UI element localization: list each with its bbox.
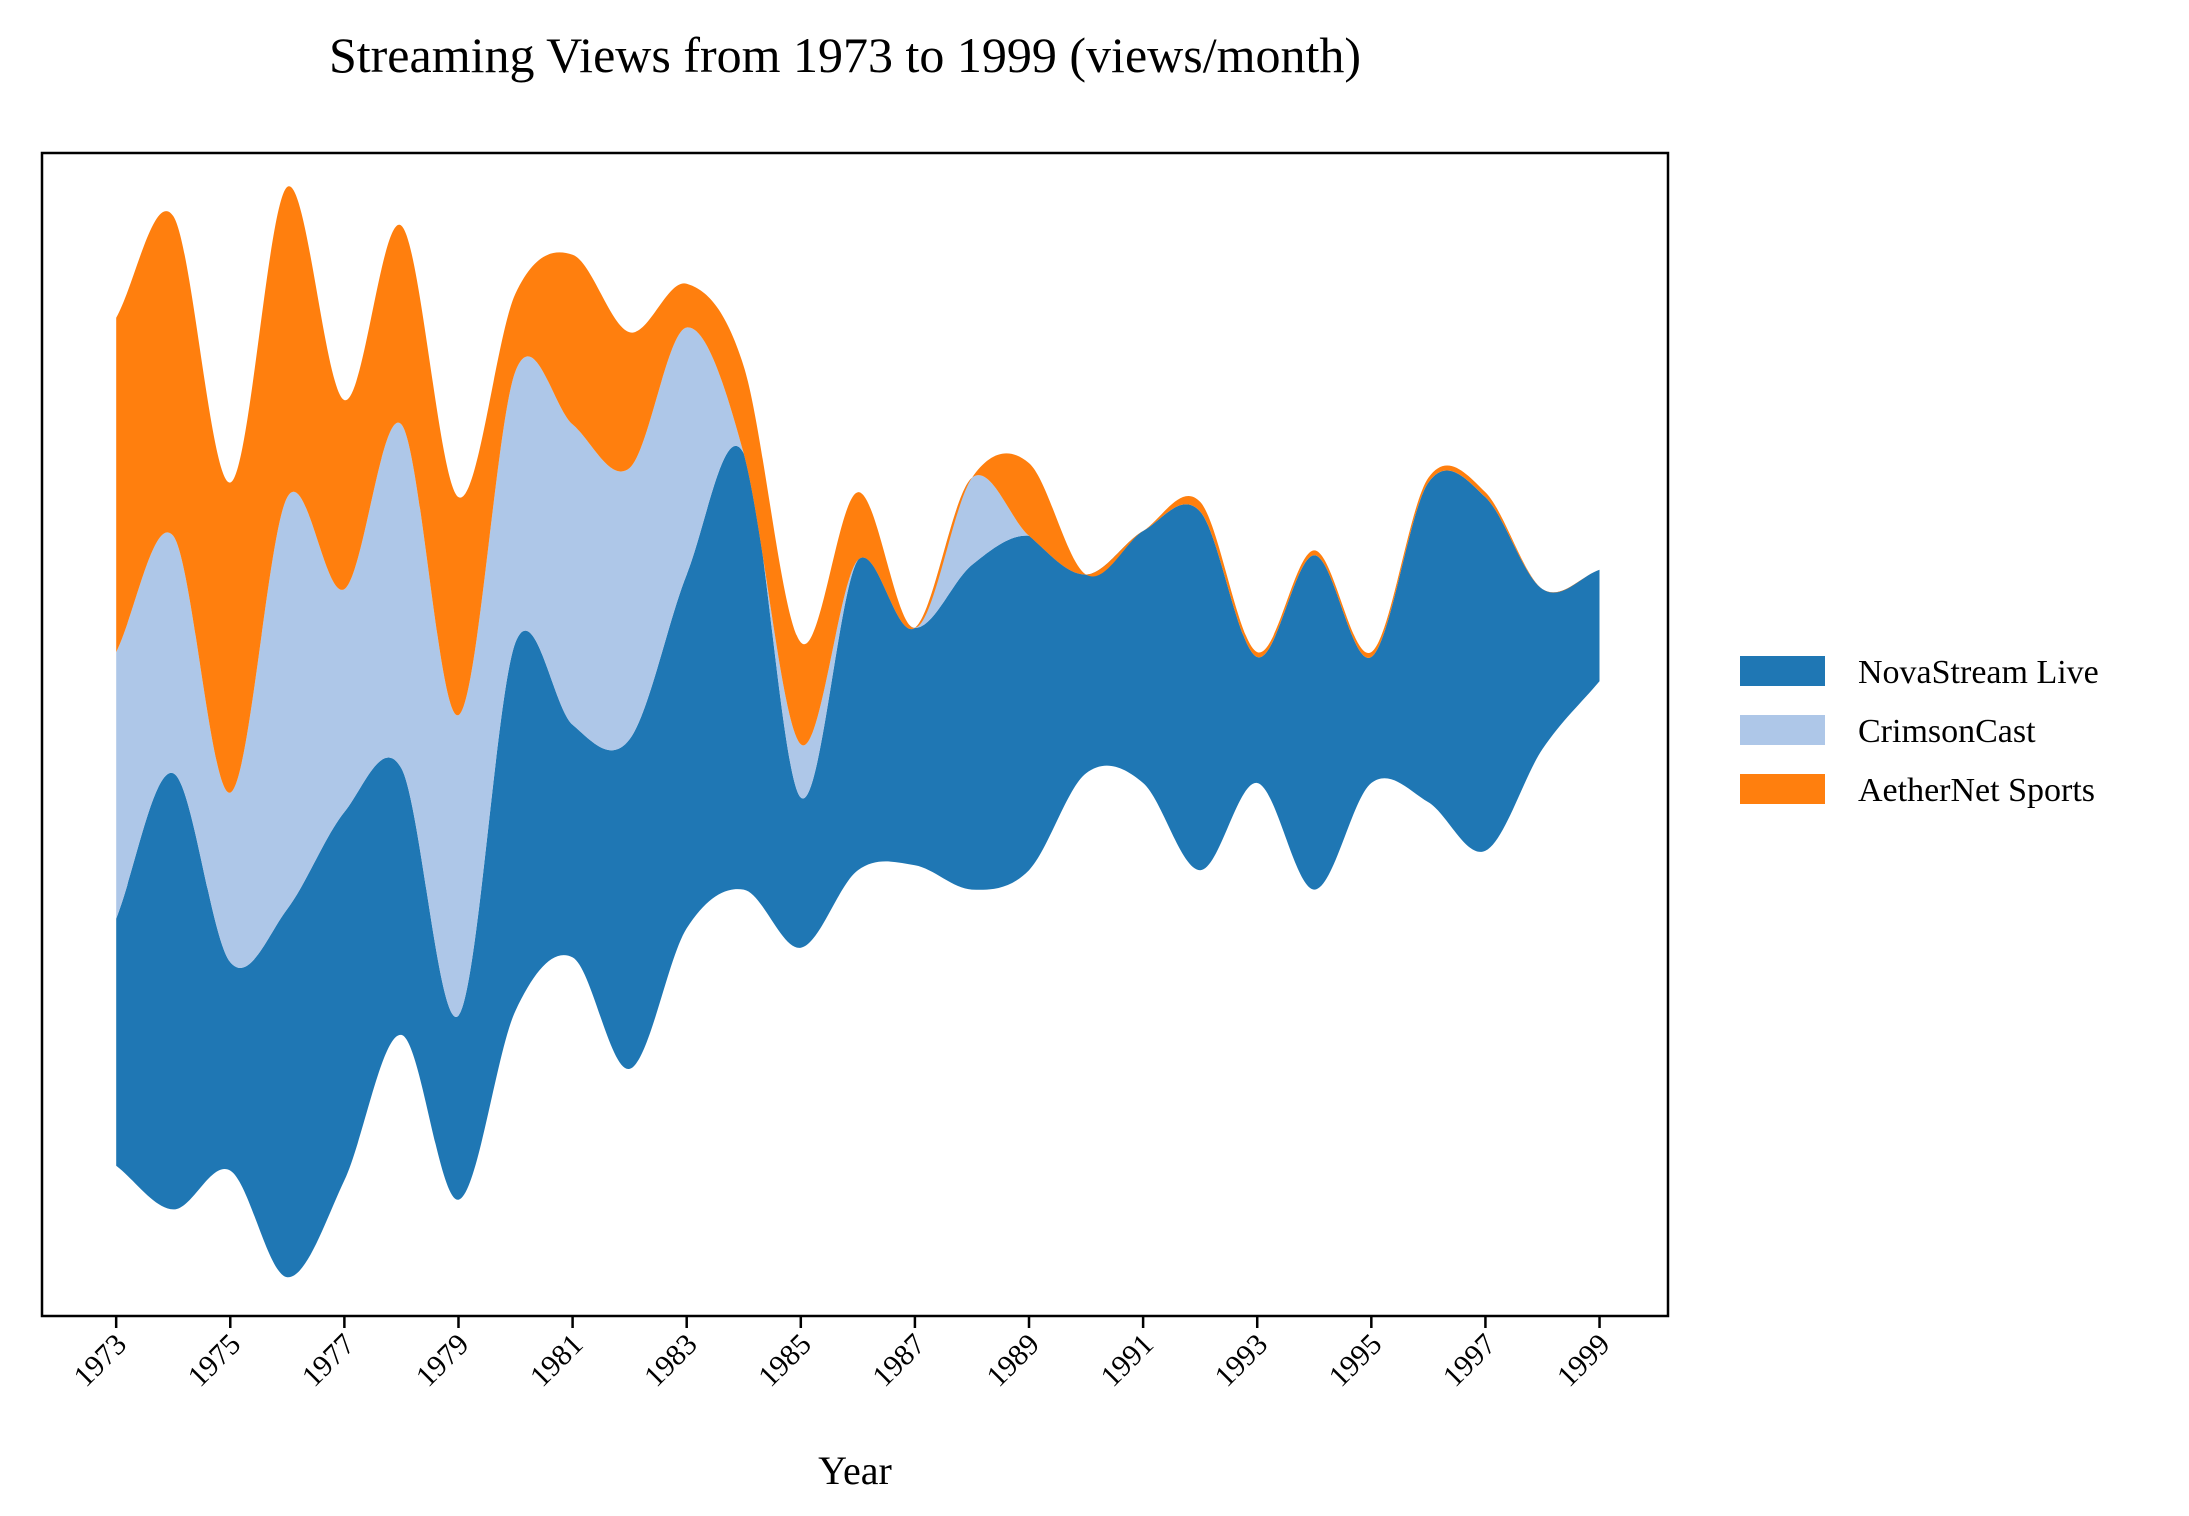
x-axis-label: Year — [818, 1448, 892, 1493]
x-tick-label: 1973 — [67, 1328, 133, 1394]
legend-label: AetherNet Sports — [1858, 772, 2095, 809]
legend-label: NovaStream Live — [1858, 654, 2099, 691]
x-axis: 1973 1975 1977 1979 1981 1983 1985 1987 1989 1991… — [67, 1316, 1616, 1393]
x-tick-label: 1989 — [980, 1328, 1046, 1394]
x-tick-label: 1983 — [638, 1328, 704, 1394]
stream-layer-crimsoncast — [116, 327, 1600, 1017]
x-tick-label: 1981 — [524, 1328, 590, 1394]
x-tick-label: 1979 — [410, 1328, 476, 1394]
x-tick-label: 1999 — [1551, 1328, 1617, 1394]
x-tick-label: 1985 — [752, 1328, 818, 1394]
x-tick-label: 1987 — [866, 1328, 932, 1394]
x-tick-label: 1997 — [1437, 1328, 1503, 1394]
legend-swatch — [1740, 656, 1825, 686]
x-tick-label: 1995 — [1323, 1328, 1389, 1394]
legend-swatch — [1740, 774, 1825, 804]
plot-area — [116, 186, 1600, 1278]
x-tick-label: 1975 — [181, 1328, 247, 1394]
legend-swatch — [1740, 715, 1825, 745]
plot-frame — [40, 151, 1670, 1318]
stream-layer-novastream-live — [116, 445, 1600, 1278]
x-tick-label: 1977 — [296, 1328, 362, 1394]
legend: NovaStream Live CrimsonCast AetherNet Spor… — [1740, 654, 2099, 809]
x-tick-label: 1993 — [1208, 1328, 1274, 1394]
chart-title: Streaming Views from 1973 to 1999 (views… — [329, 27, 1361, 83]
x-tick-label: 1991 — [1094, 1328, 1160, 1394]
legend-label: CrimsonCast — [1858, 713, 2036, 750]
